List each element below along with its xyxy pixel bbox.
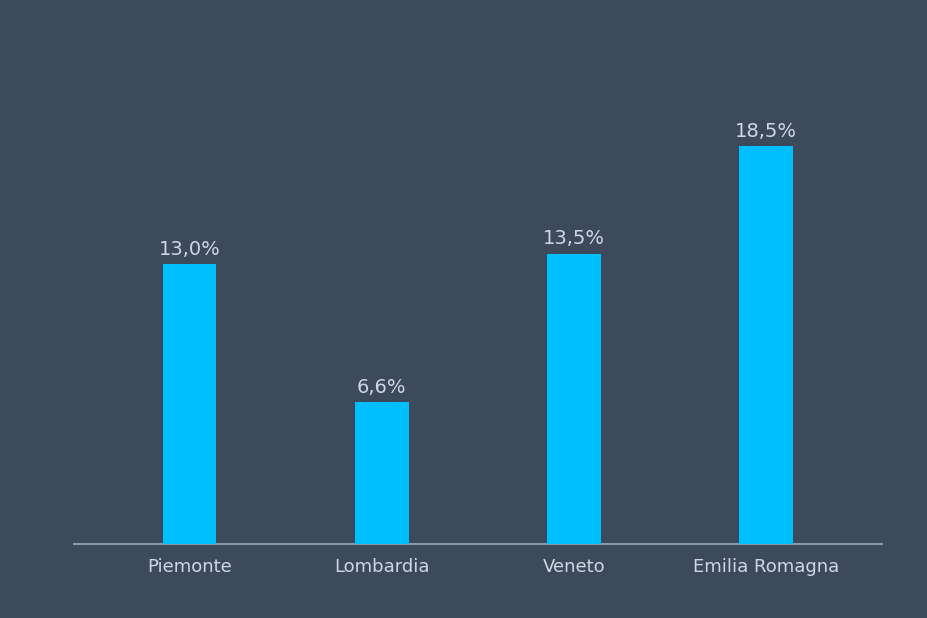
Text: 13,0%: 13,0%	[159, 240, 221, 259]
Text: 13,5%: 13,5%	[542, 229, 604, 248]
Text: 6,6%: 6,6%	[357, 378, 406, 397]
Bar	[354, 402, 408, 544]
Bar	[547, 253, 601, 544]
Text: 18,5%: 18,5%	[734, 122, 796, 141]
Bar	[162, 265, 216, 544]
Bar	[739, 146, 793, 544]
